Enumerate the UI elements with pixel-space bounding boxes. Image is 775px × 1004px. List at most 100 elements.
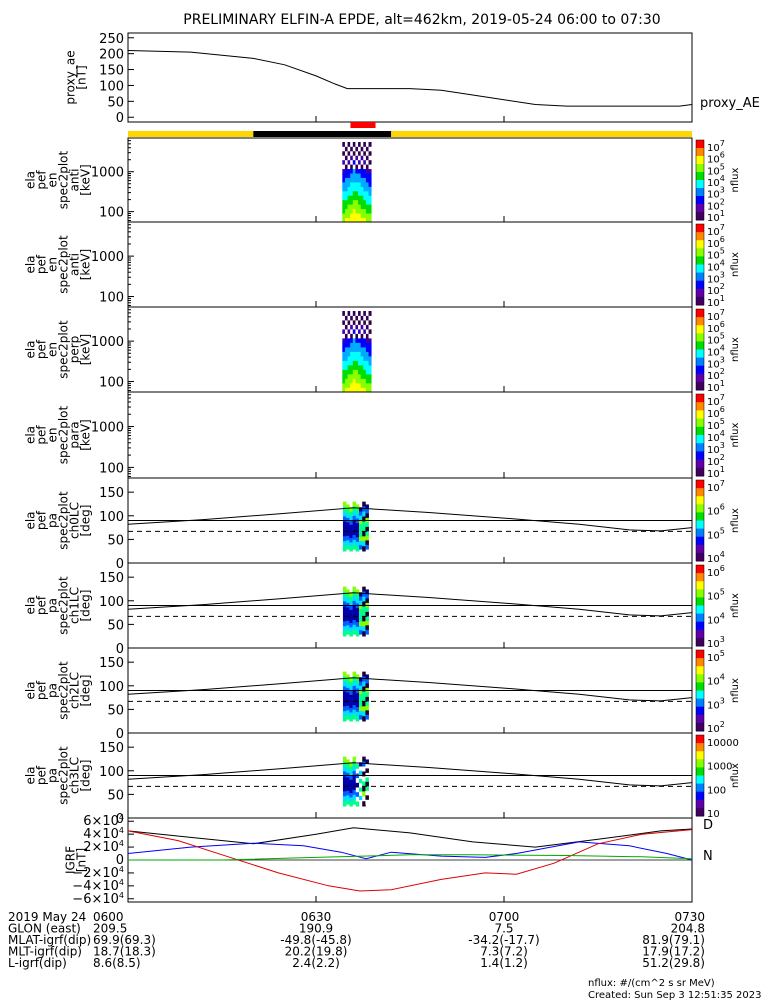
spectrogram-0-cell-1-13 <box>344 159 348 165</box>
science-zone-marker <box>350 122 376 128</box>
spectrogram-0-cell-9-9 <box>365 177 369 183</box>
spectrogram-2-cell-10-11 <box>368 338 372 343</box>
spectrogram-3-ylabel-1: pef <box>35 425 49 445</box>
ephemeris-label-2: MLAT-igrf(dip) <box>8 933 91 947</box>
pitch-angle-1-colorbar-band-7 <box>696 621 704 631</box>
spectrogram-2-cell-1-4 <box>344 369 348 375</box>
spectrogram-0-cell-8-8 <box>363 182 367 187</box>
pitch-angle-1-ylabel-0: ela <box>24 596 38 614</box>
pitch-angle-2-cell-6-9 <box>362 716 366 722</box>
spectrogram-0-colorbar-tick-2: 105 <box>707 162 725 177</box>
igrf-legend-N: N <box>703 849 713 864</box>
pitch-angle-2-cell-5-5 <box>359 698 363 703</box>
pitch-angle-1-cell-5-2 <box>359 600 363 606</box>
spectrogram-0-cell-6-15 <box>358 150 362 156</box>
proxy-ae-frame <box>127 32 693 123</box>
pitch-angle-2-cell-4-0 <box>355 674 360 680</box>
pitch-angle-0-colorbar-band-5 <box>696 520 704 530</box>
spectrogram-0-cell-1-10 <box>344 173 348 178</box>
spectrogram-2-cell-10-7 <box>368 356 372 361</box>
spectrogram-2-cell-5-16 <box>355 315 359 321</box>
spectrogram-2-cell-4-8 <box>352 351 356 357</box>
pitch-angle-0-cell-7-2 <box>365 513 369 519</box>
pitch-angle-2-cell-6-0 <box>362 671 366 677</box>
pitch-angle-0-ylabel-4: ch0LC <box>68 502 82 539</box>
spectrogram-2-cell-2-0 <box>347 387 351 393</box>
pitch-angle-2-ytick-label-1: 100 <box>99 680 124 695</box>
spectrogram-2-cell-0-6 <box>342 360 346 366</box>
igrf-ytick-label-0: 6×104 <box>83 813 124 829</box>
ephemeris-value-2-2: -34.2(-17.7) <box>468 933 539 947</box>
ephemeris-value-2-0: 69.9(69.3) <box>93 933 156 947</box>
spectrogram-1-colorbar-band-4 <box>696 256 704 265</box>
ephemeris-label-3: MLT-igrf(dip) <box>8 945 82 959</box>
spectrogram-0-cell-6-14 <box>358 155 362 161</box>
spectrogram-2-cell-7-5 <box>360 365 364 370</box>
spectrogram-0-cell-8-15 <box>363 150 367 156</box>
spectrogram-0-cell-6-13 <box>358 159 362 165</box>
spectrogram-2-cell-9-13 <box>365 329 369 334</box>
spectrogram-2-ylabel-5: [keV] <box>79 334 93 365</box>
spectrogram-2-cell-6-6 <box>358 360 362 366</box>
spectrogram-2-cell-5-12 <box>355 333 359 339</box>
spectrogram-2-cell-1-3 <box>344 374 348 379</box>
spectrogram-0-cell-8-5 <box>363 195 367 201</box>
spectrogram-0-cell-0-14 <box>342 155 346 161</box>
spectrogram-2-ylabel-2: en <box>46 342 60 357</box>
pitch-angle-1-cell-4-6 <box>355 617 360 623</box>
pitch-angle-2-cell-3-4 <box>352 690 357 696</box>
spectrogram-3-frame <box>127 391 693 479</box>
spectrogram-1-colorbar-tick-2: 105 <box>707 247 725 262</box>
spectrogram-0-cell-4-6 <box>352 190 356 196</box>
spectrogram-0-cell-2-1 <box>347 213 351 218</box>
pitch-angle-0-cell-3-0 <box>352 501 357 507</box>
spectrogram-0-cell-7-3 <box>360 204 364 210</box>
spectrogram-0-cell-7-2 <box>360 208 364 214</box>
pitch-angle-0-cell-0-2 <box>342 511 347 517</box>
ephemeris-label-4: L-igrf(dip) <box>8 956 67 970</box>
spectrogram-2-cell-5-7 <box>355 356 359 361</box>
spectrogram-0-cell-10-8 <box>368 182 372 187</box>
spectrogram-0-ylabel-2: en <box>46 173 60 188</box>
pitch-angle-0-cell-4-6 <box>355 532 360 538</box>
spectrogram-0-cell-3-13 <box>350 159 354 165</box>
spectrogram-2-cell-2-8 <box>347 351 351 357</box>
spectrogram-0-cell-5-8 <box>355 182 359 187</box>
spectrogram-0-cell-4-10 <box>352 173 356 178</box>
pitch-angle-3-cell-6-0 <box>362 756 366 762</box>
pitch-angle-2-colorbar-band-6 <box>696 698 704 708</box>
pitch-angle-1-cell-0-2 <box>342 596 347 602</box>
spectrogram-3-colorbar-band-4 <box>696 426 704 436</box>
spectrogram-0-cell-5-11 <box>355 168 359 174</box>
spectrogram-2-cell-3-1 <box>350 383 354 388</box>
pitch-angle-0-cell-4-5 <box>355 527 360 533</box>
pitch-angle-2-cell-3-8 <box>352 709 357 715</box>
spectrogram-2-cell-0-4 <box>342 369 346 375</box>
spectrogram-2-cell-1-11 <box>344 338 348 343</box>
spectrogram-0-cell-6-8 <box>358 182 362 187</box>
spectrogram-2-cell-3-2 <box>350 378 354 384</box>
spectrogram-0-cell-10-1 <box>368 213 372 218</box>
pitch-angle-3-cell-5-8 <box>359 795 363 801</box>
pitch-angle-1-cell-0-8 <box>342 626 347 632</box>
pitch-angle-0-cell-0-1 <box>342 506 347 512</box>
pitch-angle-3-cell-7-0 <box>365 759 369 765</box>
spectrogram-2-colorbar-tick-3: 104 <box>707 344 725 359</box>
spectrogram-2-ylabel-3: spec2plot <box>57 320 71 379</box>
pitch-angle-1-colorbar-band-1 <box>696 573 704 582</box>
pitch-angle-2-cell-2-6 <box>349 703 353 709</box>
pitch-angle-1-cell-5-0 <box>359 592 363 597</box>
spectrogram-0-cell-9-0 <box>365 217 369 223</box>
pitch-angle-3-cell-1-7 <box>346 790 350 796</box>
pitch-angle-2-cell-0-1 <box>342 676 347 682</box>
pitch-angle-1-cell-6-7 <box>362 621 366 627</box>
spectrogram-0-cell-0-9 <box>342 177 346 183</box>
pitch-angle-2-colorbar-label: nflux <box>730 678 741 703</box>
spectrogram-2-cell-3-12 <box>350 333 354 339</box>
spectrogram-3-colorbar-band-0 <box>696 394 704 403</box>
spectrogram-0-cell-5-3 <box>355 204 359 210</box>
spectrogram-0-cell-3-2 <box>350 208 354 214</box>
pitch-angle-1-cell-2-7 <box>349 623 353 628</box>
spectrogram-0-cell-6-4 <box>358 199 362 205</box>
pitch-angle-1-cell-7-9 <box>365 629 369 635</box>
